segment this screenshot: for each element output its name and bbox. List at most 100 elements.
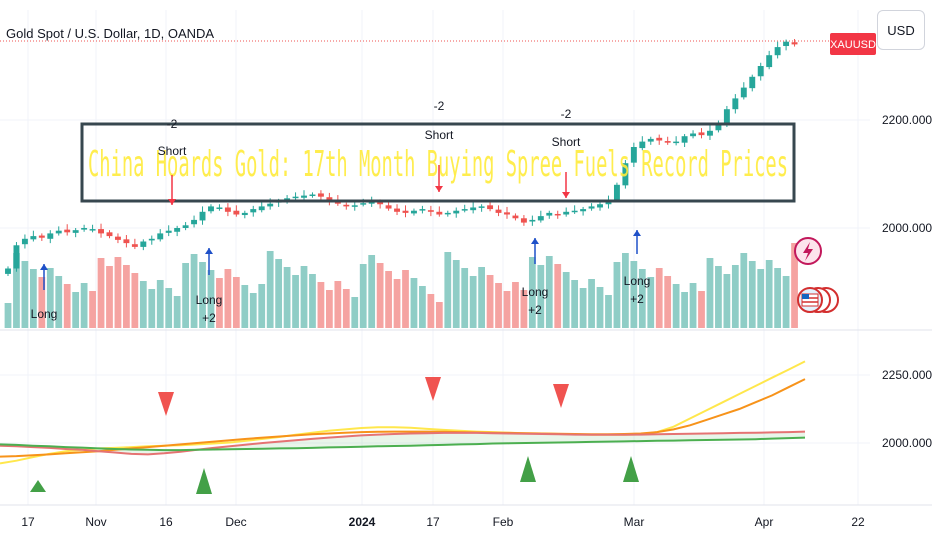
candle-body [461,209,468,211]
candle-body [360,203,367,205]
volume-bar [368,255,376,328]
volume-bar [605,295,612,328]
candle-body [55,230,62,234]
volume-bar [13,253,20,328]
long-arrow-head [205,248,213,254]
volume-bar [232,277,240,328]
candle-body [588,206,595,209]
volume-bar [647,277,655,328]
candle-body [436,211,443,215]
time-tick-label: Mar [624,515,645,529]
ma-line [0,436,806,452]
candle-body [106,232,113,237]
indicator-signals [30,377,639,494]
candle-body [98,229,104,234]
candle-body [707,130,713,136]
candle-body [81,228,88,230]
candle-body [563,211,570,215]
candle-body [241,212,248,216]
ma-fill-area [0,431,805,455]
buy-signal-triangle [30,480,46,492]
volume-bar [21,261,29,328]
volume-bar [715,266,722,328]
volume-bar [182,263,189,328]
volume-bar [478,267,485,328]
volume-bar [106,266,113,328]
volume-bar [173,296,181,328]
long-arrow-head [40,264,48,270]
time-axis[interactable]: 17 Nov 16 Dec 2024 17 Feb Mar Apr 22 [0,504,932,529]
volume-bar [672,284,680,328]
candle-body [114,236,121,240]
volume-bar [748,261,756,328]
volume-bar [266,251,274,328]
candle-body [656,137,663,141]
volume-bar [38,277,46,328]
currency-button[interactable]: USD [877,10,925,50]
volume-bar [123,265,130,328]
price-tick-label: 2200.000 [882,113,932,127]
volume-bar [579,288,587,328]
volume-bar [537,265,545,328]
volume-bar [165,288,173,328]
candle-body [419,209,426,211]
sell-signal-triangle [158,392,174,416]
candle-body [427,210,434,212]
candle-body [487,205,494,210]
volume-bar [681,292,688,328]
volume-bar [207,270,215,328]
short-count: -2 [561,107,572,121]
volume-bar [156,280,164,328]
candle-body [182,225,189,228]
candle-body [580,209,587,212]
time-tick-label: 22 [851,515,865,529]
candle-body [38,235,45,238]
candle-body [174,228,181,232]
candle-body [537,216,544,221]
candle-body [673,141,680,144]
candle-body [774,47,781,56]
candle-body [766,55,773,68]
time-tick-label: 2024 [349,515,376,529]
candle-body [478,206,485,208]
candle-body [72,230,79,233]
volume-bar [545,256,553,328]
candle-body [732,98,739,110]
candle-body [470,207,477,211]
short-count: -2 [434,99,445,113]
ma-line [0,378,806,458]
volume-bar [46,268,54,328]
candle-body [571,210,578,213]
volume-bar [385,271,392,328]
candle-body [698,132,705,136]
symbol-badge[interactable]: XAUUSD [830,33,876,55]
short-arrow-head [168,199,176,205]
volume-bar [596,287,604,328]
price-axis[interactable]: 2000.000 2200.000 2000.000 2250.000 [882,113,932,450]
moving-average-lines [0,360,806,465]
candle-body [343,204,350,207]
candle-body [131,244,138,247]
volume-bar [740,253,748,328]
candle-body [529,219,536,222]
volume-bar [199,262,206,328]
volume-bar [461,268,469,328]
buy-signal-triangle [520,456,536,482]
sell-signal-triangle [553,384,569,408]
volume-bar [613,262,621,328]
dividend-icon[interactable] [794,237,822,265]
long-count: +2 [630,292,644,306]
svg-text:XAUUSD: XAUUSD [830,39,876,51]
time-tick-label: Nov [85,515,106,529]
economic-events-icon[interactable] [797,287,839,313]
candle-body [504,212,510,215]
candle-body [520,218,527,223]
volume-bar [148,289,156,328]
volume-bar [89,291,96,328]
short-label: Short [425,128,454,142]
volume-bar [283,267,291,328]
volume-bar [528,257,536,328]
volume-bar [520,290,528,328]
candle-body [546,212,553,216]
indicator-tick-label: 2250.000 [882,368,932,382]
